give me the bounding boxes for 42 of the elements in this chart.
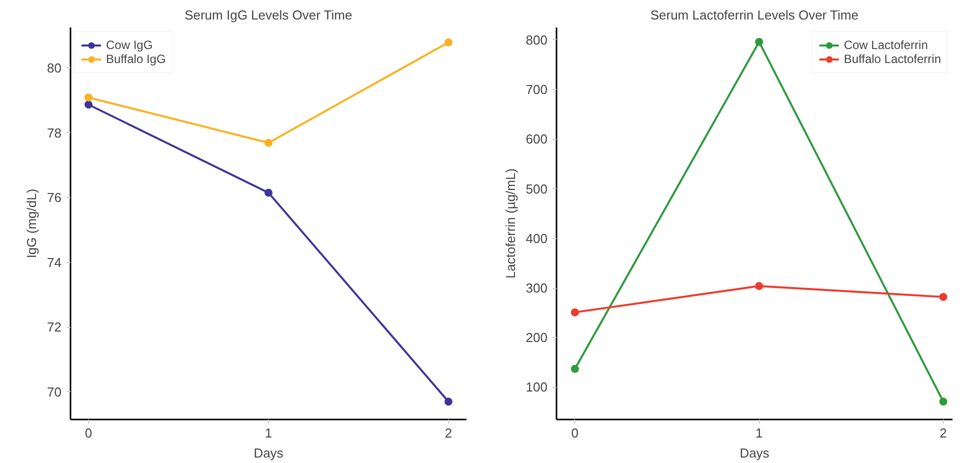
legend-label: Buffalo Lactoferrin: [844, 52, 941, 66]
y-tick-label: 700: [526, 82, 548, 98]
point: [444, 398, 452, 406]
chart-title: Serum Lactoferrin Levels Over Time: [650, 8, 858, 22]
point: [570, 308, 579, 316]
y-tick-label: 600: [526, 132, 548, 147]
y-axis-title: IgG (mg/dL): [24, 188, 40, 258]
y-tick-label: 500: [526, 181, 548, 196]
x-tick-label: 2: [940, 426, 947, 440]
point: [264, 138, 272, 147]
point: [84, 100, 92, 109]
x-tick-label: 1: [755, 426, 763, 440]
y-tick-label: 76: [47, 190, 62, 206]
y-tick-label: 400: [526, 230, 548, 246]
point: [939, 398, 948, 406]
legend-label: Buffalo IgG: [106, 52, 166, 66]
point: [264, 188, 272, 197]
y-tick-label: 100: [526, 380, 548, 395]
point: [84, 93, 92, 102]
y-tick-label: 200: [526, 330, 548, 346]
x-tick-label: 0: [571, 426, 579, 440]
point: [755, 282, 764, 290]
y-axis-title: Lactoferrin (µg/mL): [502, 168, 518, 279]
legend-label: Cow Lactoferrin: [844, 38, 928, 52]
x-axis-title: Days: [254, 446, 284, 460]
y-tick-label: 800: [526, 32, 548, 48]
x-tick-label: 1: [264, 426, 272, 440]
legend-label: Cow IgG: [106, 38, 153, 52]
x-tick-label: 0: [84, 426, 92, 440]
y-tick-label: 70: [47, 384, 62, 400]
y-tick-label: 300: [526, 280, 548, 296]
y-tick-label: 80: [47, 60, 62, 76]
point: [444, 38, 452, 46]
x-axis-title: Days: [740, 446, 770, 460]
x-tick-label: 2: [444, 426, 452, 440]
point: [755, 38, 764, 46]
y-tick-label: 72: [47, 320, 62, 335]
point: [939, 292, 948, 301]
y-tick-label: 78: [47, 125, 62, 140]
point: [570, 364, 579, 373]
y-tick-label: 74: [47, 254, 62, 270]
chart-title: Serum IgG Levels Over Time: [184, 8, 352, 22]
